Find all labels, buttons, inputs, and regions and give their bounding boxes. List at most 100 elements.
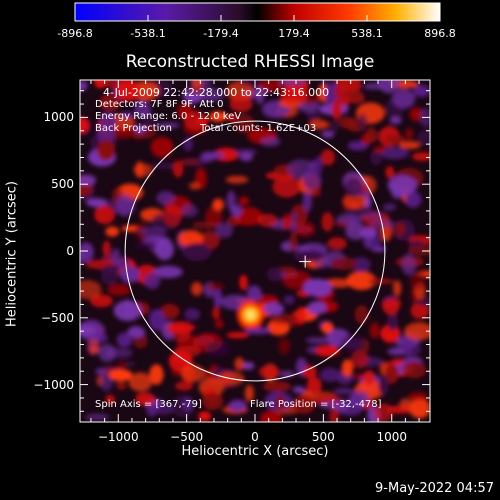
chart-title: Reconstructed RHESSI Image xyxy=(125,52,375,72)
heatmap-blob xyxy=(234,357,245,371)
heatmap-blob xyxy=(154,238,174,261)
heatmap-blob xyxy=(387,347,405,356)
heatmap-blob xyxy=(373,146,386,153)
heatmap-blob xyxy=(206,282,224,291)
heatmap-blob xyxy=(407,245,430,256)
heatmap-blob xyxy=(305,337,333,344)
heatmap-blob xyxy=(384,363,399,384)
heatmap-blob xyxy=(278,337,291,355)
heatmap-blob xyxy=(369,322,380,339)
heatmap-blob xyxy=(275,394,285,411)
heatmap-blob xyxy=(320,149,335,166)
heatmap-blob xyxy=(238,80,263,86)
heatmap-blob xyxy=(315,345,340,357)
heatmap-blob xyxy=(382,203,397,211)
heatmap-blob xyxy=(282,270,312,290)
heatmap-blob xyxy=(329,407,340,422)
y-tick-label: 500 xyxy=(51,177,74,192)
heatmap-blob xyxy=(162,204,183,227)
heatmap-blob xyxy=(344,177,364,198)
x-tick-label: −500 xyxy=(170,430,204,444)
heatmap-blob xyxy=(94,205,116,225)
colorbar-tick-label: -538.1 xyxy=(130,27,166,40)
heatmap-blob xyxy=(410,302,430,320)
heatmap-blob xyxy=(150,136,174,158)
heatmap-blob xyxy=(333,388,355,395)
heatmap-blob xyxy=(260,136,281,147)
heatmap-blob xyxy=(182,242,212,262)
x-tick-label: 1000 xyxy=(376,430,407,444)
heatmap-blob xyxy=(149,364,164,385)
heatmap-blob xyxy=(327,237,347,250)
heatmap-blob xyxy=(102,240,111,256)
heatmap-blob xyxy=(100,264,120,275)
colorbar-gradient xyxy=(74,2,441,22)
heatmap-blob xyxy=(98,343,116,363)
heatmap-blob xyxy=(85,413,110,421)
heatmap-blob xyxy=(404,191,422,208)
heatmap-blob xyxy=(385,134,406,145)
heatmap-blob xyxy=(346,271,377,290)
heatmap-blob xyxy=(244,384,254,402)
heatmap-blob xyxy=(296,307,306,325)
heatmap-blob xyxy=(177,230,204,247)
heatmap-blob xyxy=(192,221,219,229)
heatmap-blob xyxy=(336,213,362,225)
heatmap-blob xyxy=(99,93,121,112)
heatmap-blob xyxy=(269,313,299,325)
y-axis-label: Heliocentric Y (arcsec) xyxy=(4,181,20,327)
heatmap-blob xyxy=(290,212,299,221)
heatmap-blob xyxy=(330,120,340,133)
heatmap-blob xyxy=(292,395,316,414)
heatmap-blob xyxy=(124,360,136,367)
heatmap-blob xyxy=(116,332,133,348)
heatmap-blob xyxy=(402,361,427,379)
heatmap-blob xyxy=(393,280,402,297)
heatmap-blob xyxy=(330,257,358,271)
heatmap-blob xyxy=(279,80,307,87)
heatmap-blob xyxy=(120,111,135,119)
heatmap-blob xyxy=(391,184,405,200)
heatmap-blob xyxy=(127,326,145,339)
heatmap-blob xyxy=(409,271,426,290)
heatmap-blob xyxy=(153,265,183,279)
heatmap-blob xyxy=(80,80,88,92)
heatmap-blob xyxy=(90,136,100,150)
heatmap-blob xyxy=(338,116,357,129)
heatmap-blob xyxy=(357,113,368,132)
heatmap-blob xyxy=(321,211,334,232)
heatmap-blob xyxy=(96,124,115,145)
heatmap-blob xyxy=(405,127,414,140)
heatmap-blob xyxy=(411,152,430,161)
heatmap-blob xyxy=(350,350,369,369)
heatmap-blob xyxy=(409,107,424,122)
heatmap-blob xyxy=(258,80,283,92)
heatmap-blob xyxy=(107,283,131,296)
heatmap-blob xyxy=(225,175,249,184)
heatmap-blob xyxy=(282,213,293,231)
heatmap-blob xyxy=(209,111,227,122)
heatmap-blob xyxy=(212,306,221,320)
heatmap-blob xyxy=(257,213,278,227)
heatmap-blob xyxy=(402,338,413,356)
heatmap-blob xyxy=(260,410,283,422)
x-tick-label: −1000 xyxy=(97,430,139,444)
heatmap-blob xyxy=(134,100,151,119)
heatmap-blob xyxy=(289,231,298,252)
heatmap-blob xyxy=(212,198,224,211)
heatmap-blob xyxy=(159,303,180,319)
y-tick-label: −1000 xyxy=(33,377,74,392)
heatmap-blob xyxy=(166,321,194,335)
heatmap-blob xyxy=(373,403,394,422)
heatmap-blob xyxy=(156,122,180,129)
heatmap-blob xyxy=(189,87,206,94)
heatmap-blob xyxy=(105,226,120,237)
heatmap-blob xyxy=(230,205,243,217)
heatmap-blob xyxy=(283,295,295,305)
heatmap-blob xyxy=(156,190,175,205)
spin-axis-marker xyxy=(299,255,312,268)
heatmap-blob xyxy=(120,266,140,283)
heatmap-blob xyxy=(80,174,97,186)
heatmap-blob xyxy=(401,253,416,276)
